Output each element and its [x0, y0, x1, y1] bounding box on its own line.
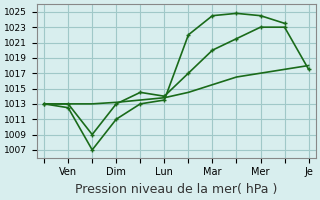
X-axis label: Pression niveau de la mer( hPa ): Pression niveau de la mer( hPa )	[75, 183, 277, 196]
